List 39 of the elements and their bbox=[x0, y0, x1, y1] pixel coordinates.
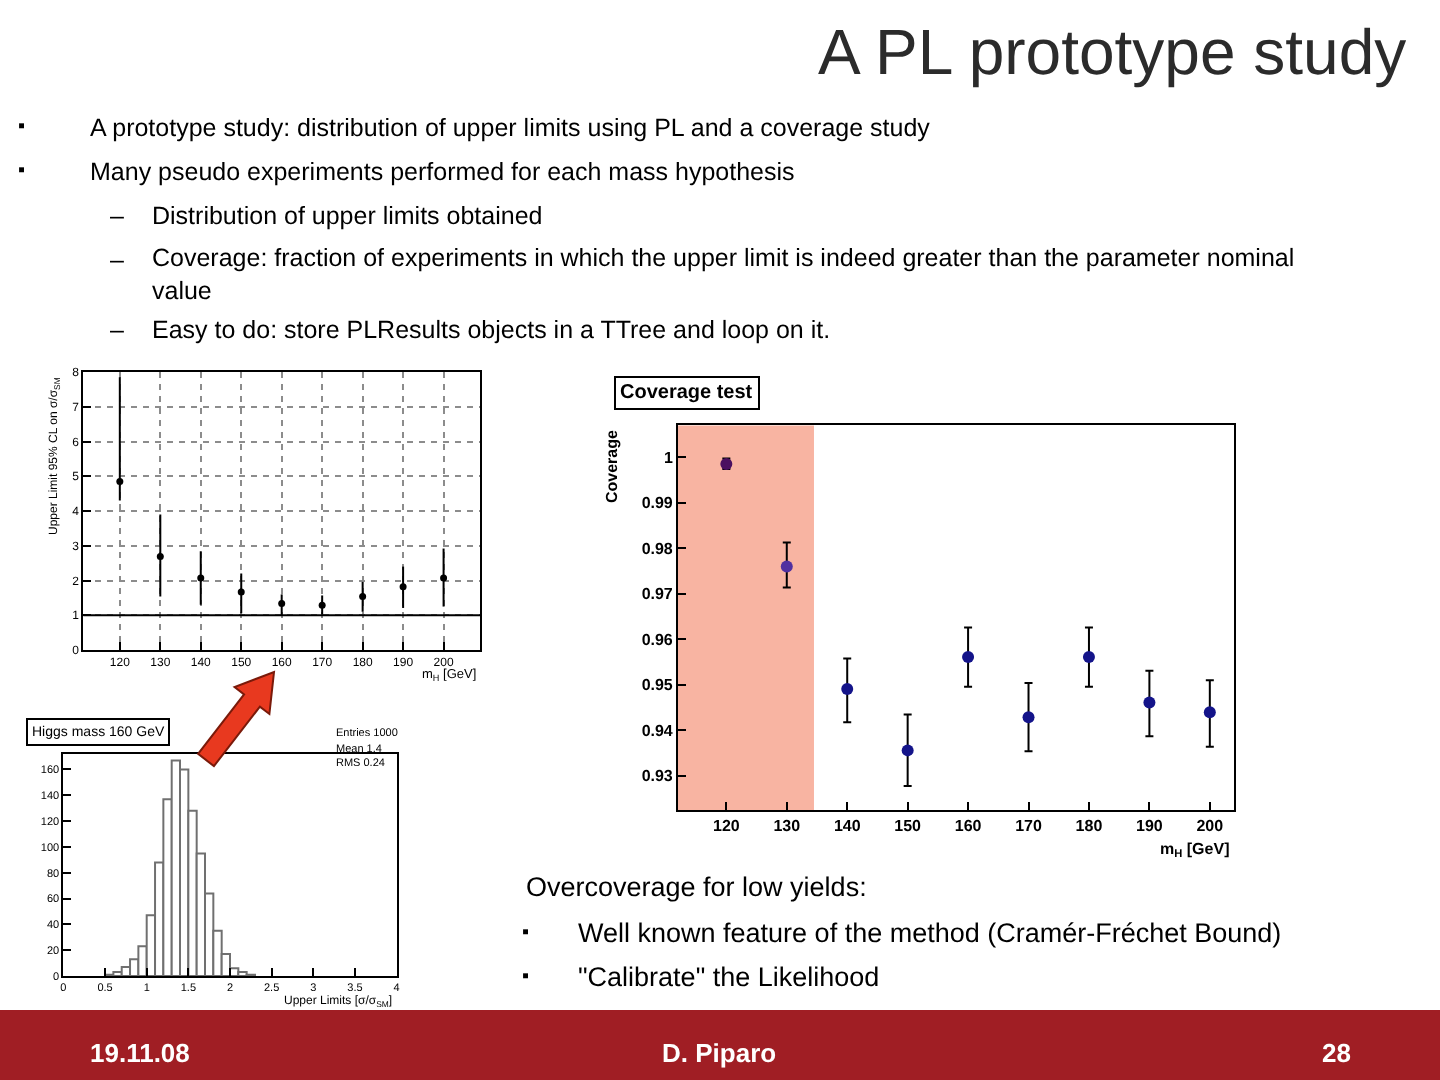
text: Coverage: fraction of experiments in which the upper limit is indeed greater than the parameter nominal value bbox=[152, 244, 1295, 305]
text: A prototype study: distribution of upper limits using PL and a coverage study bbox=[90, 114, 932, 142]
text: 28 bbox=[1322, 1038, 1351, 1068]
y-tick-label: 0.95 bbox=[641, 676, 674, 695]
text: ▪ bbox=[18, 160, 26, 182]
x-tick-label: 160 bbox=[954, 817, 983, 836]
text: – bbox=[110, 246, 124, 274]
y-tick-label: 0.98 bbox=[641, 539, 674, 558]
x-tick-label: 200 bbox=[1196, 817, 1225, 836]
x-tick-label: 140 bbox=[833, 817, 862, 836]
y-tick-label: 0.99 bbox=[641, 494, 674, 513]
text: 19.11.08 bbox=[90, 1038, 190, 1068]
y-tick-label: 0.97 bbox=[641, 585, 674, 604]
text: "Calibrate" the Likelihood bbox=[578, 962, 880, 992]
y-tick-label: 1 bbox=[663, 448, 674, 467]
y-tick-label: 0.96 bbox=[641, 630, 674, 649]
x-tick-label: 180 bbox=[1075, 817, 1104, 836]
x-tick-label: 170 bbox=[1015, 817, 1043, 836]
text: D. Piparo bbox=[662, 1038, 777, 1068]
x-tick-label: 130 bbox=[773, 817, 802, 836]
text: Distribution of upper limits obtained bbox=[152, 202, 543, 230]
text: ▪ bbox=[18, 116, 26, 138]
text: – bbox=[110, 316, 124, 344]
x-tick-label: 150 bbox=[894, 817, 923, 836]
text: ▪ bbox=[522, 966, 530, 988]
text: A PL prototype study bbox=[818, 16, 1407, 88]
y-tick-label: 0.94 bbox=[641, 721, 674, 740]
y-axis-title: Coverage bbox=[603, 428, 621, 503]
x-tick-label: 120 bbox=[712, 817, 741, 836]
text: Well known feature of the method (Cramér-Fréchet Bound) bbox=[578, 918, 1282, 948]
text: – bbox=[110, 202, 124, 230]
x-tick-label: 190 bbox=[1136, 817, 1164, 836]
text: ▪ bbox=[522, 922, 530, 944]
y-tick-label: 0.93 bbox=[641, 767, 674, 786]
text: Overcoverage for low yields: bbox=[526, 872, 867, 902]
chart-title: Coverage test bbox=[620, 382, 754, 404]
x-axis-title: m$_{H}$ [GeV] bbox=[1160, 840, 1231, 862]
text: Many pseudo experiments performed for each mass hypothesis bbox=[90, 158, 795, 186]
text: Easy to do: store PLResults objects in a TTree and loop on it. bbox=[152, 316, 831, 344]
